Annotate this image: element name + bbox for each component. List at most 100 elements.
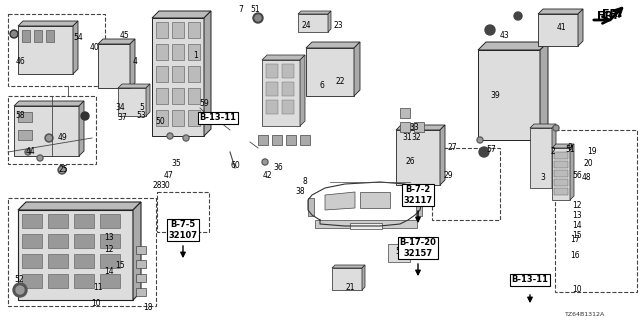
Bar xyxy=(74,234,94,248)
Text: 38: 38 xyxy=(295,188,305,196)
Text: 2: 2 xyxy=(550,148,556,156)
Bar xyxy=(414,122,424,132)
Circle shape xyxy=(58,166,66,174)
Text: 13: 13 xyxy=(572,211,582,220)
Polygon shape xyxy=(478,42,548,50)
Polygon shape xyxy=(300,55,305,126)
Text: B-13-11: B-13-11 xyxy=(200,114,237,123)
Circle shape xyxy=(253,13,263,23)
Bar xyxy=(136,246,146,254)
Bar xyxy=(156,88,168,104)
Text: 6: 6 xyxy=(319,82,324,91)
Text: 18: 18 xyxy=(143,303,153,313)
Bar xyxy=(100,254,120,268)
Bar xyxy=(156,66,168,82)
Bar xyxy=(22,30,30,42)
Text: 30: 30 xyxy=(160,181,170,190)
Bar xyxy=(100,234,120,248)
Text: 56: 56 xyxy=(572,171,582,180)
Circle shape xyxy=(262,159,268,165)
Text: 10: 10 xyxy=(91,300,101,308)
Bar xyxy=(432,148,500,220)
Text: 36: 36 xyxy=(273,164,283,172)
Bar xyxy=(18,210,133,300)
Bar xyxy=(98,44,130,88)
Text: 14: 14 xyxy=(572,220,582,229)
Bar xyxy=(48,274,68,288)
Text: 26: 26 xyxy=(405,157,415,166)
Text: 25: 25 xyxy=(58,165,68,174)
Bar xyxy=(388,244,410,262)
Polygon shape xyxy=(262,55,305,60)
Bar xyxy=(172,22,184,38)
Text: 55: 55 xyxy=(395,247,405,257)
Bar xyxy=(156,44,168,60)
Text: 8: 8 xyxy=(303,178,307,187)
Text: 1: 1 xyxy=(194,52,198,60)
Bar xyxy=(272,135,282,145)
Text: B-7-2
32117: B-7-2 32117 xyxy=(403,185,433,205)
Bar xyxy=(332,268,362,290)
Text: FR.: FR. xyxy=(602,9,623,19)
Circle shape xyxy=(26,150,30,154)
Circle shape xyxy=(47,136,51,140)
Text: 31: 31 xyxy=(402,133,412,142)
Bar xyxy=(530,128,552,188)
Polygon shape xyxy=(146,84,150,116)
Bar xyxy=(74,274,94,288)
Text: 44: 44 xyxy=(25,148,35,156)
Polygon shape xyxy=(578,9,583,46)
Text: 40: 40 xyxy=(90,44,100,52)
Bar xyxy=(100,214,120,228)
Polygon shape xyxy=(396,125,445,130)
Bar xyxy=(554,170,568,177)
Text: 54: 54 xyxy=(73,34,83,43)
Text: B-7-5
32107: B-7-5 32107 xyxy=(168,220,198,240)
Bar xyxy=(396,130,440,185)
Bar xyxy=(8,14,105,86)
Bar xyxy=(188,22,200,38)
Text: 29: 29 xyxy=(443,172,453,180)
Polygon shape xyxy=(332,265,365,268)
Bar xyxy=(172,110,184,126)
Text: 9: 9 xyxy=(568,143,572,153)
Text: 28: 28 xyxy=(152,181,162,190)
Circle shape xyxy=(553,125,559,131)
Circle shape xyxy=(184,136,188,140)
Text: 21: 21 xyxy=(345,284,355,292)
Circle shape xyxy=(514,12,522,20)
Circle shape xyxy=(10,30,18,38)
Bar xyxy=(34,30,42,42)
Bar xyxy=(18,130,32,140)
Text: 42: 42 xyxy=(262,172,272,180)
Circle shape xyxy=(37,155,43,161)
Circle shape xyxy=(13,283,27,297)
Text: 12: 12 xyxy=(572,201,582,210)
Bar xyxy=(538,14,578,46)
Polygon shape xyxy=(530,124,556,128)
Bar xyxy=(156,110,168,126)
Bar xyxy=(416,198,422,216)
Text: 35: 35 xyxy=(171,159,181,169)
Circle shape xyxy=(183,135,189,141)
Bar xyxy=(172,66,184,82)
Text: 49: 49 xyxy=(57,133,67,142)
Bar xyxy=(152,18,204,136)
Circle shape xyxy=(485,25,495,35)
Text: 4: 4 xyxy=(132,58,138,67)
Bar xyxy=(400,122,410,132)
Polygon shape xyxy=(18,202,141,210)
Polygon shape xyxy=(18,21,78,26)
Bar xyxy=(554,161,568,168)
Text: 48: 48 xyxy=(581,173,591,182)
Bar xyxy=(282,82,294,96)
Text: 5: 5 xyxy=(140,103,145,113)
Bar xyxy=(282,64,294,78)
Polygon shape xyxy=(298,11,331,14)
Bar xyxy=(22,274,42,288)
Polygon shape xyxy=(130,39,135,88)
Circle shape xyxy=(16,286,24,294)
Polygon shape xyxy=(538,9,583,14)
Bar xyxy=(22,214,42,228)
Text: 22: 22 xyxy=(335,77,345,86)
